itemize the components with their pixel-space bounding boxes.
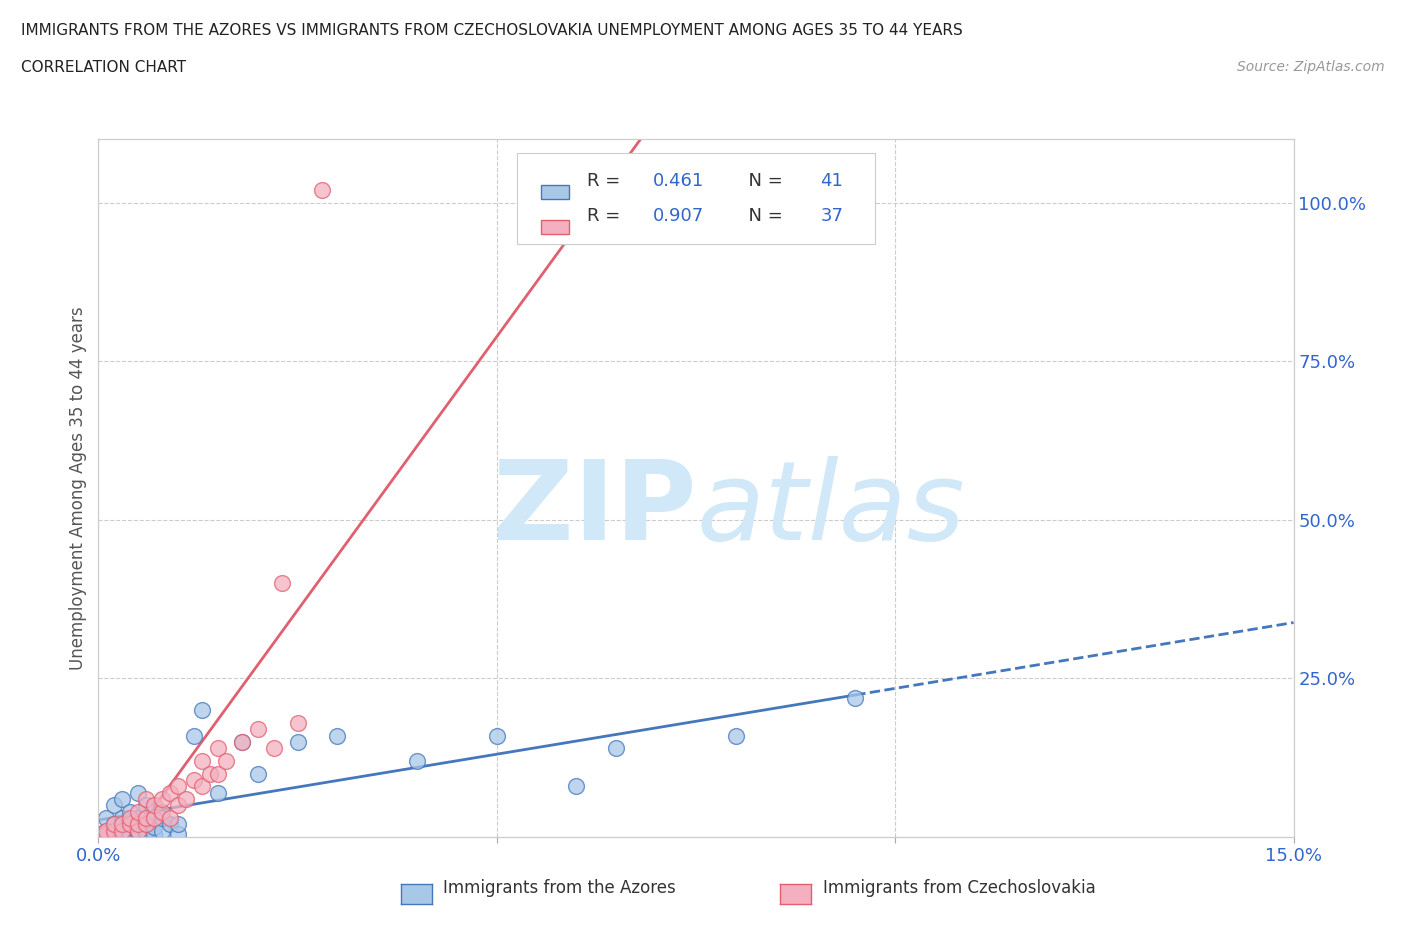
Text: ZIP: ZIP <box>492 456 696 563</box>
Text: N =: N = <box>737 207 789 225</box>
Point <box>191 778 214 793</box>
Text: R =: R = <box>588 172 626 191</box>
Point <box>103 827 125 842</box>
Point <box>111 823 134 838</box>
Point <box>120 827 142 842</box>
Point <box>270 576 292 591</box>
Point <box>111 817 134 831</box>
Point <box>485 728 508 743</box>
Point <box>111 827 134 842</box>
Text: N =: N = <box>737 172 789 191</box>
Point <box>111 823 134 838</box>
Point <box>127 804 149 819</box>
Point <box>167 827 190 842</box>
Point <box>96 823 118 838</box>
Text: Immigrants from the Azores: Immigrants from the Azores <box>443 879 676 897</box>
Text: 37: 37 <box>820 207 844 225</box>
Point <box>167 798 190 813</box>
Point <box>96 823 118 838</box>
Text: 0.461: 0.461 <box>652 172 704 191</box>
Point <box>135 827 157 842</box>
Point <box>103 798 125 813</box>
Point <box>150 791 173 806</box>
FancyBboxPatch shape <box>540 219 569 233</box>
Point <box>207 766 229 781</box>
Point <box>150 804 173 819</box>
Text: Immigrants from Czechoslovakia: Immigrants from Czechoslovakia <box>823 879 1095 897</box>
Point <box>120 811 142 826</box>
Point <box>246 766 269 781</box>
Point <box>87 827 110 842</box>
Point <box>143 811 166 826</box>
Text: CORRELATION CHART: CORRELATION CHART <box>21 60 186 75</box>
Point <box>120 817 142 831</box>
Point <box>174 791 197 806</box>
Point <box>246 722 269 737</box>
Point <box>311 183 333 198</box>
Point <box>207 741 229 756</box>
Point <box>111 791 134 806</box>
Point <box>167 817 190 831</box>
Point <box>103 823 125 838</box>
Point <box>143 827 166 842</box>
Point <box>326 728 349 743</box>
Point <box>183 728 205 743</box>
Point <box>120 804 142 819</box>
Point <box>183 773 205 788</box>
Point <box>135 798 157 813</box>
Point <box>96 811 118 826</box>
Y-axis label: Unemployment Among Ages 35 to 44 years: Unemployment Among Ages 35 to 44 years <box>69 307 87 670</box>
Point <box>231 735 253 750</box>
Point <box>96 827 118 842</box>
Point <box>287 735 309 750</box>
Point <box>198 766 221 781</box>
Point <box>127 823 149 838</box>
Text: 41: 41 <box>820 172 844 191</box>
Point <box>111 811 134 826</box>
Point <box>191 703 214 718</box>
Point <box>135 823 157 838</box>
Point <box>565 778 588 793</box>
Point <box>844 690 866 705</box>
Point <box>287 715 309 730</box>
Text: R =: R = <box>588 207 626 225</box>
Point <box>406 753 429 768</box>
Point <box>231 735 253 750</box>
Text: Source: ZipAtlas.com: Source: ZipAtlas.com <box>1237 60 1385 74</box>
Point <box>103 817 125 831</box>
Point <box>605 741 627 756</box>
FancyBboxPatch shape <box>517 153 875 245</box>
Text: 0.907: 0.907 <box>652 207 704 225</box>
Point <box>135 811 157 826</box>
FancyBboxPatch shape <box>540 185 569 199</box>
Point <box>207 785 229 800</box>
Point <box>103 817 125 831</box>
Point <box>150 823 173 838</box>
Point <box>724 728 747 743</box>
Point <box>127 785 149 800</box>
Point <box>167 778 190 793</box>
Point <box>127 823 149 838</box>
Point <box>120 817 142 831</box>
Point <box>127 827 149 842</box>
Point <box>263 741 285 756</box>
Point <box>87 827 110 842</box>
Text: IMMIGRANTS FROM THE AZORES VS IMMIGRANTS FROM CZECHOSLOVAKIA UNEMPLOYMENT AMONG : IMMIGRANTS FROM THE AZORES VS IMMIGRANTS… <box>21 23 963 38</box>
Point <box>159 817 181 831</box>
Point <box>127 811 149 826</box>
Point <box>127 817 149 831</box>
Point <box>143 798 166 813</box>
Point <box>215 753 238 768</box>
Point <box>150 811 173 826</box>
Point <box>135 817 157 831</box>
Point <box>159 811 181 826</box>
Point <box>159 785 181 800</box>
Point <box>135 817 157 831</box>
Point <box>135 791 157 806</box>
Point <box>143 820 166 835</box>
Point <box>191 753 214 768</box>
Text: atlas: atlas <box>696 456 965 563</box>
